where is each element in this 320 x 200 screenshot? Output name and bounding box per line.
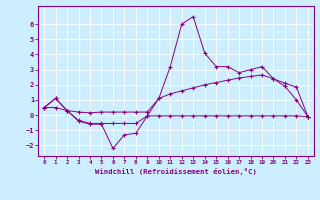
X-axis label: Windchill (Refroidissement éolien,°C): Windchill (Refroidissement éolien,°C) [95,168,257,175]
